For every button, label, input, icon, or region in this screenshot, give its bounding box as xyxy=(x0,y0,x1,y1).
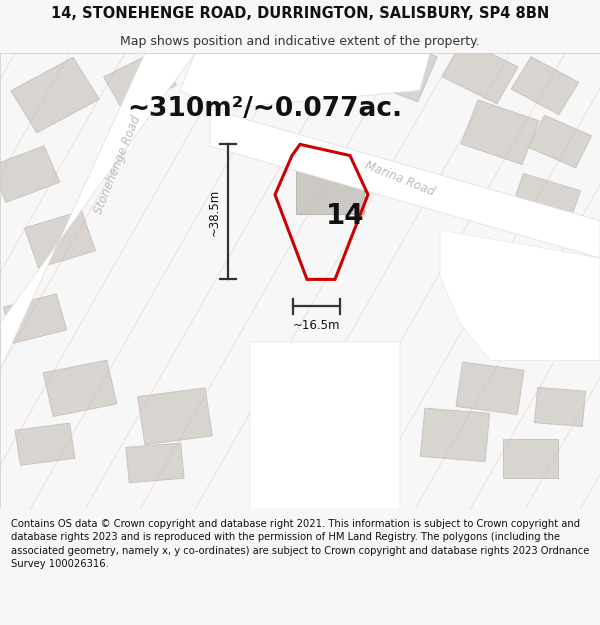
Text: 14, STONEHENGE ROAD, DURRINGTON, SALISBURY, SP4 8BN: 14, STONEHENGE ROAD, DURRINGTON, SALISBU… xyxy=(51,6,549,21)
Text: 14: 14 xyxy=(326,202,364,230)
Text: ~310m²/~0.077ac.: ~310m²/~0.077ac. xyxy=(127,96,403,122)
Bar xyxy=(509,174,580,231)
Bar xyxy=(503,439,557,478)
Text: Contains OS data © Crown copyright and database right 2021. This information is : Contains OS data © Crown copyright and d… xyxy=(11,519,589,569)
Text: Marina Road: Marina Road xyxy=(363,159,437,199)
Polygon shape xyxy=(180,53,430,109)
Bar xyxy=(456,362,524,414)
Bar xyxy=(353,32,437,102)
Polygon shape xyxy=(0,53,195,370)
Polygon shape xyxy=(250,342,400,509)
Bar xyxy=(0,146,60,202)
Bar xyxy=(511,57,579,114)
Polygon shape xyxy=(210,109,600,258)
Bar xyxy=(138,388,212,444)
Bar xyxy=(442,40,518,104)
Bar xyxy=(535,388,586,426)
Text: ~16.5m: ~16.5m xyxy=(293,319,340,331)
Bar xyxy=(296,162,364,214)
Bar xyxy=(11,58,99,132)
Bar xyxy=(104,51,176,111)
Bar xyxy=(421,408,490,462)
Bar xyxy=(15,423,75,465)
Bar xyxy=(25,211,95,268)
Bar xyxy=(126,443,184,483)
Polygon shape xyxy=(440,230,600,361)
Bar xyxy=(3,294,67,343)
Bar xyxy=(495,269,565,340)
Bar xyxy=(43,360,117,416)
Text: Stonehenge Road: Stonehenge Road xyxy=(92,114,143,216)
Bar xyxy=(529,116,592,168)
Text: ~38.5m: ~38.5m xyxy=(208,188,221,236)
Text: Map shows position and indicative extent of the property.: Map shows position and indicative extent… xyxy=(120,35,480,48)
Bar xyxy=(461,100,539,164)
